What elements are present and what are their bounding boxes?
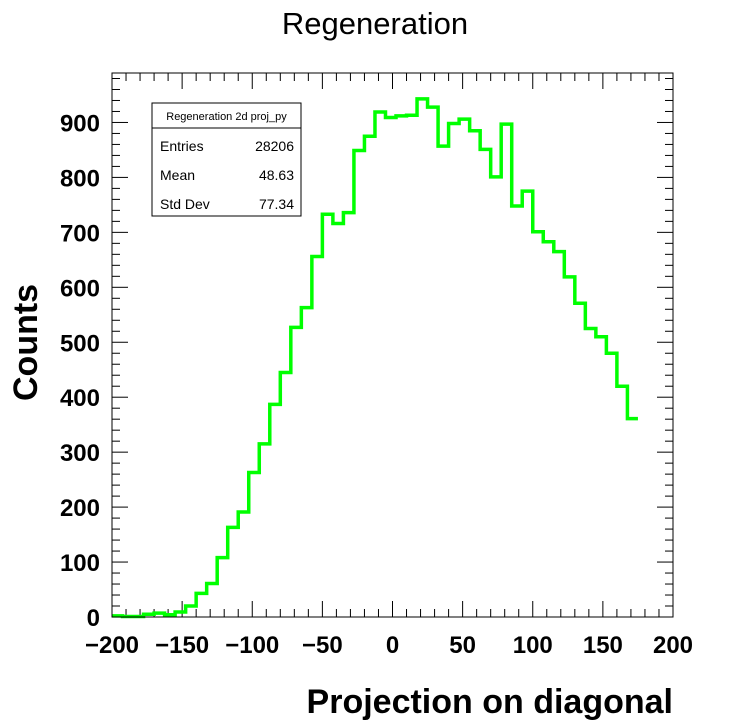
y-tick-label: 0: [87, 605, 100, 632]
chart-title: Regeneration: [282, 6, 468, 41]
stats-entries-label: Entries: [160, 138, 204, 154]
x-tick-label: −50: [302, 632, 343, 659]
stats-stddev-value: 77.34: [259, 196, 294, 212]
y-axis-label: Counts: [7, 284, 45, 401]
stats-box: Regeneration 2d proj_py Entries 28206 Me…: [151, 102, 302, 217]
x-tick-label: 150: [583, 632, 623, 659]
y-tick-label: 600: [60, 275, 100, 302]
stats-stddev-label: Std Dev: [160, 196, 210, 212]
y-tick-label: 700: [60, 220, 100, 247]
axis-ticks: [111, 73, 674, 618]
y-tick-label: 400: [60, 385, 100, 412]
x-tick-label: −200: [85, 632, 139, 659]
stats-mean-label: Mean: [160, 167, 195, 183]
stats-box-frame: [151, 102, 302, 217]
y-tick-label: 300: [60, 440, 100, 467]
y-tick-label: 800: [60, 165, 100, 192]
histogram-series-line: [112, 97, 638, 619]
x-tick-label: 200: [653, 632, 693, 659]
stats-box-title: Regeneration 2d proj_py: [166, 111, 287, 123]
axis-tick-labels: −200 −150 −100 −50 0 50 100 150 200 0 100 200 300 400…: [60, 110, 693, 659]
y-tick-label: 100: [60, 550, 100, 577]
x-tick-label: 0: [386, 632, 399, 659]
x-tick-label: 50: [449, 632, 476, 659]
y-tick-label: 900: [60, 110, 100, 137]
stats-mean-value: 48.63: [259, 167, 294, 183]
stats-entries-value: 28206: [255, 138, 294, 154]
plot-frame: [111, 72, 674, 618]
x-axis-label: Projection on diagonal: [307, 683, 673, 721]
x-tick-label: 100: [513, 632, 553, 659]
x-tick-label: −100: [225, 632, 279, 659]
x-tick-label: −150: [155, 632, 209, 659]
y-tick-label: 500: [60, 330, 100, 357]
y-tick-label: 200: [60, 495, 100, 522]
